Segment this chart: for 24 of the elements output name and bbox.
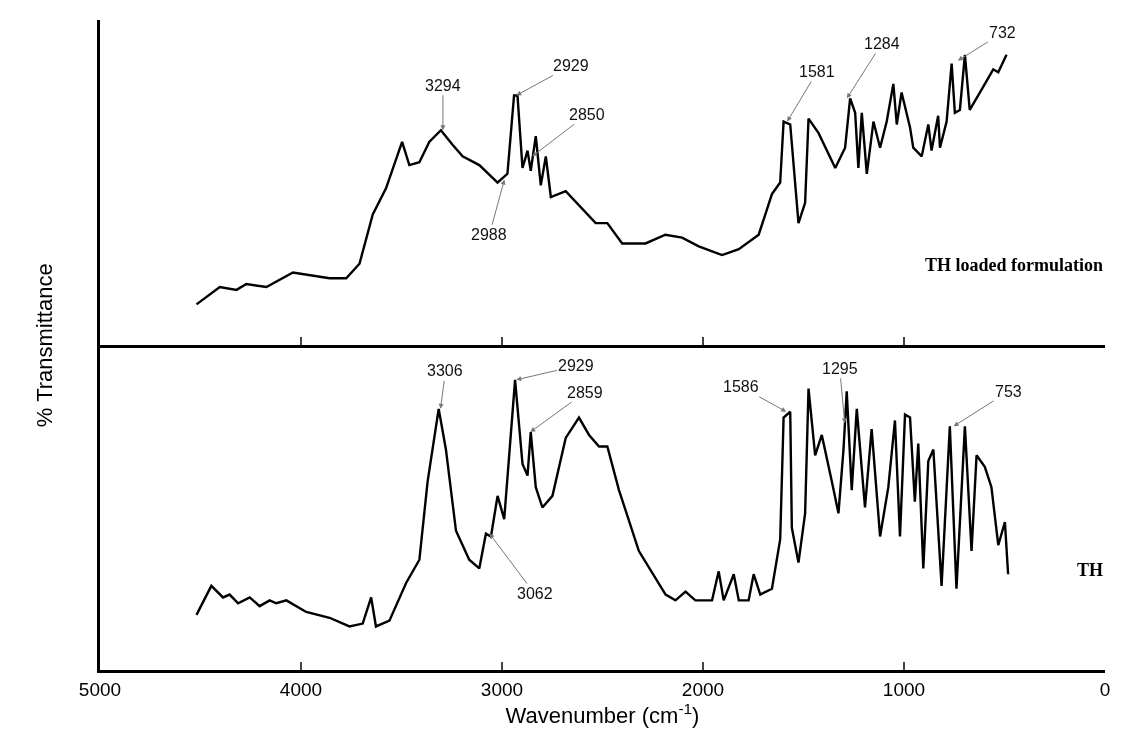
annotation: 3062 — [517, 585, 553, 602]
x-tick-label: 1000 — [882, 678, 926, 700]
x-tick-label: 0 — [1099, 678, 1111, 700]
x-tick-label: 3000 — [480, 678, 524, 700]
annotation: 1284 — [864, 35, 900, 52]
annotation: 1581 — [799, 63, 835, 80]
x-tick-label: 4000 — [279, 678, 323, 700]
annotation: 2929 — [558, 357, 594, 374]
annotation: 2850 — [569, 106, 605, 123]
annotation: 3306 — [427, 362, 463, 379]
y-axis-title: % Transmittance — [32, 263, 58, 428]
text: TH loaded formulation — [925, 255, 1104, 275]
x-tick-label: 2000 — [681, 678, 725, 700]
annotation: 753 — [995, 383, 1022, 400]
annotation: 3294 — [425, 77, 461, 94]
text: TH — [1077, 560, 1104, 580]
annotation: 2859 — [567, 384, 603, 401]
annotation: 2929 — [553, 57, 589, 74]
x-tick-label: 5000 — [78, 678, 122, 700]
annotation: 2988 — [471, 226, 507, 243]
annotation: 732 — [989, 24, 1016, 41]
annotation: 1295 — [822, 360, 858, 377]
x-axis-title: Wavenumber (cm$^{-1}$) — [505, 699, 700, 728]
annotation: 1586 — [723, 378, 759, 395]
